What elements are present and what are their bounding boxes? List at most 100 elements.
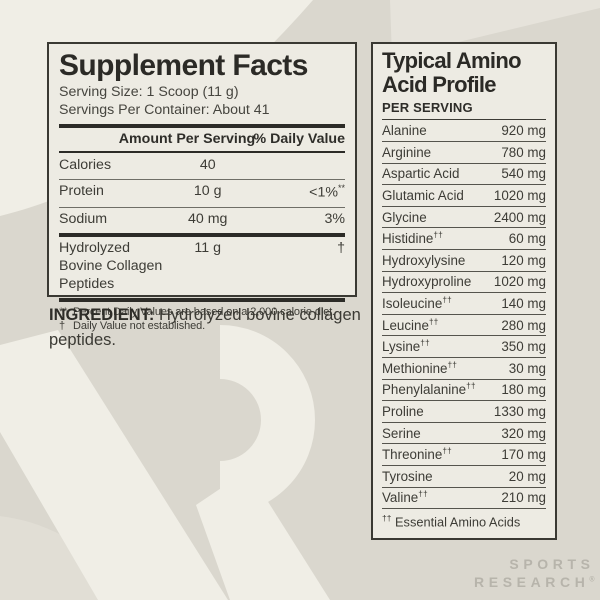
amino-acid-rows: Alanine 920 mg Arginine 780 mg Aspartic Acid…: [382, 120, 546, 510]
double-dagger-marker: ††: [382, 513, 392, 524]
supplement-facts-rows: Calories 40 Protein 10 g <1%** Sodium 40 mg 3% H…: [59, 153, 345, 297]
amino-acid-row: Alanine 920 mg: [382, 120, 546, 143]
daily-value-header: % Daily Value: [253, 130, 345, 147]
divider-bar: [59, 297, 345, 302]
amino-acid-amount: 20 mg: [508, 468, 546, 484]
ingredient-label: INGREDIENT:: [49, 306, 155, 324]
supplement-facts-panel: Supplement Facts Serving Size: 1 Scoop (…: [47, 42, 357, 332]
essential-marker: ††: [428, 316, 439, 327]
amino-acid-row: Glycine 2400 mg: [382, 207, 546, 229]
amino-acid-name: Aspartic Acid: [382, 166, 460, 182]
nutrient-daily-value: †: [337, 240, 345, 257]
essential-marker: ††: [442, 445, 452, 456]
amino-acid-name: Serine: [382, 425, 421, 441]
amino-profile-title-line1: Typical Amino: [382, 48, 522, 73]
supplement-facts-header-row: Amount Per Serving % Daily Value: [59, 128, 345, 151]
nutrient-name: Protein: [59, 183, 104, 200]
amino-acid-row: Aspartic Acid 540 mg: [382, 164, 546, 186]
registered-mark: ®: [589, 576, 595, 584]
amino-acid-name: Histidine††: [382, 229, 443, 247]
amino-acid-row: Proline 1330 mg: [382, 401, 546, 423]
footnote-line: † Daily Value not established.: [59, 319, 345, 333]
footnote-text: Daily Value not established.: [73, 319, 206, 332]
amino-acid-name: Tyrosine: [382, 468, 433, 484]
amino-acid-amount: 1020 mg: [493, 188, 546, 204]
amino-acid-amount: 320 mg: [501, 425, 546, 441]
divider-bar: [59, 232, 345, 237]
supplement-row: Sodium 40 mg 3%: [59, 206, 345, 233]
nutrient-amount: 11 g: [194, 240, 221, 257]
ingredient-statement: INGREDIENT: Hydrolyzed bovine collagen p…: [49, 303, 361, 353]
amino-acid-name: Alanine: [382, 123, 427, 139]
supplement-row: Hydrolyzed Bovine Collagen Peptides 11 g †: [59, 237, 345, 298]
brand-r-stem-watermark: [0, 330, 228, 600]
amino-acid-row: Phenylalanine†† 180 mg: [382, 380, 546, 402]
amino-acid-name: Isoleucine††: [382, 294, 452, 311]
amino-acid-amount: 170 mg: [501, 447, 546, 463]
brand-logo: SPORTS RESEARCH®: [474, 555, 595, 591]
amino-acid-name: Arginine: [382, 144, 432, 160]
divider-line: [382, 118, 546, 121]
essential-marker: ††: [466, 380, 476, 391]
amino-acid-name: Methionine††: [382, 359, 457, 376]
amino-acid-amount: 280 mg: [501, 317, 546, 333]
amino-acid-amount: 540 mg: [501, 166, 546, 182]
brand-r-bowl-watermark: [218, 325, 315, 515]
nutrient-amount: 40 mg: [187, 211, 228, 228]
amino-acid-amount: 1330 mg: [493, 403, 546, 419]
essential-marker: ††: [420, 337, 430, 348]
amino-acid-amount: 780 mg: [501, 144, 546, 160]
amino-acid-name: Proline: [382, 403, 424, 419]
amino-acid-row: Serine 320 mg: [382, 423, 546, 445]
footnote-marker: †: [59, 319, 66, 332]
amino-acid-amount: 920 mg: [501, 123, 546, 139]
amino-acid-amount: 180 mg: [501, 382, 546, 398]
ingredient-text: Hydrolyzed bovine collagen peptides.: [49, 306, 361, 349]
amino-profile-title-line2: Acid Profile: [382, 71, 497, 97]
amino-acid-name: Phenylalanine††: [382, 380, 476, 398]
essential-marker: ††: [442, 294, 452, 305]
amino-acid-row: Threonine†† 170 mg: [382, 444, 546, 466]
essential-marker: ††: [433, 229, 443, 240]
amino-acid-amount: 120 mg: [501, 252, 546, 268]
essential-marker: ††: [418, 488, 428, 499]
nutrient-name: Sodium: [59, 211, 108, 228]
amino-acid-name: Leucine††: [382, 316, 439, 333]
amino-acid-row: Histidine†† 60 mg: [382, 228, 546, 250]
amino-acid-row: Arginine 780 mg: [382, 142, 546, 164]
amino-acid-row: Tyrosine 20 mg: [382, 466, 546, 488]
amino-acid-amount: 60 mg: [508, 231, 546, 247]
divider-bar: [59, 123, 345, 128]
amino-acid-profile-panel: Typical Amino Acid Profile PER SERVING A…: [371, 42, 557, 540]
brand-r-leg-watermark: [196, 470, 330, 600]
supplement-facts-title: Supplement Facts: [59, 49, 308, 82]
essential-amino-footnote: †† Essential Amino Acids: [382, 509, 546, 529]
amino-acid-row: Isoleucine†† 140 mg: [382, 293, 546, 315]
amino-acid-name: Glutamic Acid: [382, 188, 464, 204]
amino-acid-name: Hydroxyproline: [382, 274, 472, 290]
nutrient-daily-value: 3%: [324, 211, 345, 228]
amount-per-serving-header: Amount Per Serving: [118, 130, 256, 147]
amino-acid-row: Methionine†† 30 mg: [382, 358, 546, 380]
amino-acid-name: Hydroxylysine: [382, 252, 466, 268]
amino-acid-amount: 1020 mg: [493, 274, 546, 290]
amino-acid-name: Valine††: [382, 488, 428, 506]
amino-acid-row: Leucine†† 280 mg: [382, 315, 546, 337]
brand-logo-sports: SPORTS: [509, 556, 595, 572]
servings-per-container-text: Servings Per Container: About 41: [59, 102, 270, 119]
amino-acid-name: Lysine††: [382, 337, 430, 355]
brand-logo-research: RESEARCH®: [474, 574, 595, 591]
amino-profile-title: Typical Amino Acid Profile: [382, 49, 546, 97]
divider-bar: [59, 150, 345, 154]
essential-amino-footnote-text: Essential Amino Acids: [391, 514, 521, 530]
amino-acid-amount: 350 mg: [501, 339, 546, 355]
amino-acid-row: Lysine†† 350 mg: [382, 336, 546, 358]
nutrient-amount: 40: [199, 156, 216, 173]
amino-acid-amount: 30 mg: [508, 360, 546, 376]
supplement-row: Protein 10 g <1%**: [59, 178, 345, 207]
footnote-line: ** Percent Daily Values are based on a 2,…: [59, 305, 345, 319]
supplement-facts-footnotes: ** Percent Daily Values are based on a 2,…: [59, 305, 345, 334]
amino-acid-amount: 2400 mg: [493, 209, 546, 225]
nutrient-daily-value: <1%**: [309, 183, 345, 201]
amino-acid-amount: 140 mg: [501, 295, 546, 311]
